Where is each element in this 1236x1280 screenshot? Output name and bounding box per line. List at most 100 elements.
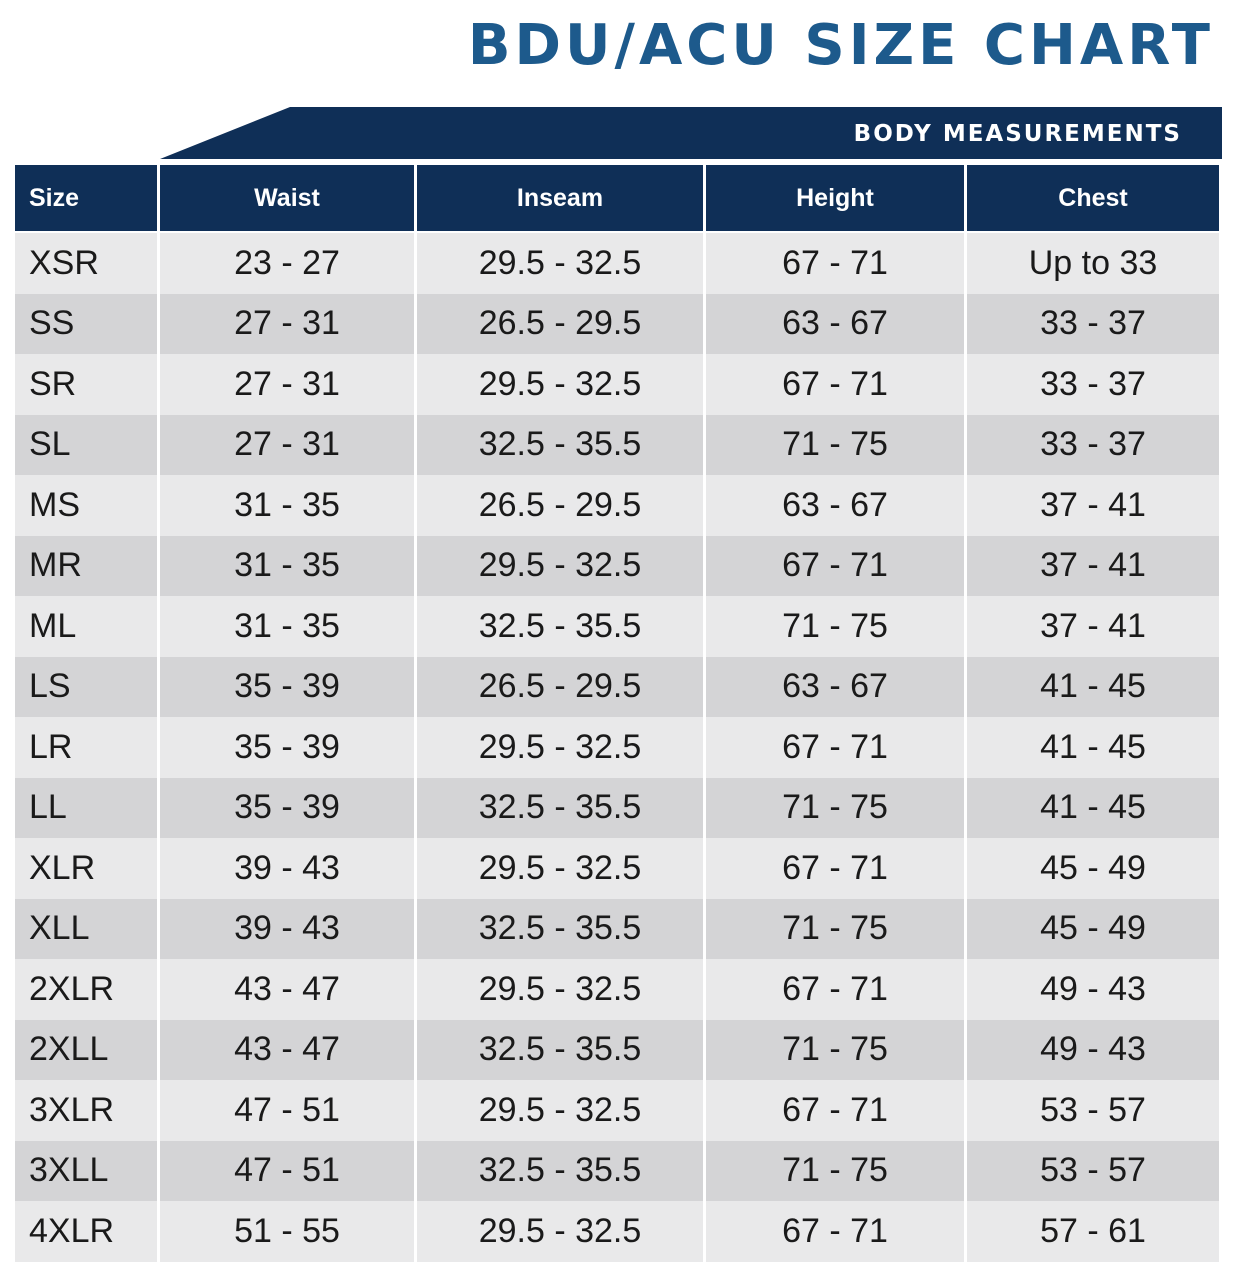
cell-height: 67 - 71: [706, 354, 964, 415]
cell-inseam: 32.5 - 35.5: [417, 898, 703, 959]
cell-size: XLL: [15, 898, 157, 959]
cell-chest: 41 - 45: [967, 656, 1219, 717]
cell-size: LS: [15, 656, 157, 717]
cell-size: SL: [15, 414, 157, 475]
cell-chest: 41 - 45: [967, 777, 1219, 838]
cell-chest: 33 - 37: [967, 293, 1219, 354]
table-row: SR 27 - 31 29.5 - 32.5 67 - 71 33 - 37: [15, 354, 1219, 415]
cell-size: MR: [15, 535, 157, 596]
cell-waist: 23 - 27: [160, 233, 414, 294]
header-waist: Waist: [160, 165, 414, 233]
header-size: Size: [15, 165, 157, 233]
cell-inseam: 26.5 - 29.5: [417, 293, 703, 354]
cell-chest: 41 - 45: [967, 717, 1219, 778]
cell-inseam: 29.5 - 32.5: [417, 717, 703, 778]
cell-size: 3XLL: [15, 1140, 157, 1201]
cell-height: 71 - 75: [706, 414, 964, 475]
cell-waist: 27 - 31: [160, 354, 414, 415]
table-header-row: Size Waist Inseam Height Chest: [15, 165, 1219, 233]
cell-size: 4XLR: [15, 1201, 157, 1262]
header-inseam: Inseam: [417, 165, 703, 233]
cell-height: 63 - 67: [706, 293, 964, 354]
cell-waist: 43 - 47: [160, 959, 414, 1020]
cell-size: 2XLL: [15, 1019, 157, 1080]
cell-waist: 31 - 35: [160, 596, 414, 657]
cell-size: MS: [15, 475, 157, 536]
table-row: SL 27 - 31 32.5 - 35.5 71 - 75 33 - 37: [15, 414, 1219, 475]
header-height: Height: [706, 165, 964, 233]
cell-waist: 35 - 39: [160, 717, 414, 778]
cell-height: 67 - 71: [706, 1201, 964, 1262]
cell-chest: 37 - 41: [967, 475, 1219, 536]
table-row: XLL 39 - 43 32.5 - 35.5 71 - 75 45 - 49: [15, 898, 1219, 959]
cell-size: XLR: [15, 838, 157, 899]
cell-inseam: 29.5 - 32.5: [417, 1201, 703, 1262]
cell-height: 67 - 71: [706, 838, 964, 899]
cell-chest: 53 - 57: [967, 1080, 1219, 1141]
cell-inseam: 29.5 - 32.5: [417, 354, 703, 415]
cell-waist: 51 - 55: [160, 1201, 414, 1262]
cell-waist: 39 - 43: [160, 838, 414, 899]
cell-height: 71 - 75: [706, 1140, 964, 1201]
size-chart-table: Size Waist Inseam Height Chest XSR 23 - 2…: [12, 165, 1222, 1262]
table-row: XSR 23 - 27 29.5 - 32.5 67 - 71 Up to 33: [15, 233, 1219, 294]
cell-inseam: 26.5 - 29.5: [417, 475, 703, 536]
cell-inseam: 26.5 - 29.5: [417, 656, 703, 717]
cell-inseam: 32.5 - 35.5: [417, 414, 703, 475]
cell-size: SR: [15, 354, 157, 415]
table-row: 2XLL 43 - 47 32.5 - 35.5 71 - 75 49 - 43: [15, 1019, 1219, 1080]
header-chest: Chest: [967, 165, 1219, 233]
cell-height: 63 - 67: [706, 475, 964, 536]
table-row: MR 31 - 35 29.5 - 32.5 67 - 71 37 - 41: [15, 535, 1219, 596]
table-row: 2XLR 43 - 47 29.5 - 32.5 67 - 71 49 - 43: [15, 959, 1219, 1020]
cell-inseam: 32.5 - 35.5: [417, 596, 703, 657]
cell-chest: 37 - 41: [967, 535, 1219, 596]
cell-inseam: 29.5 - 32.5: [417, 1080, 703, 1141]
cell-height: 71 - 75: [706, 898, 964, 959]
table-row: LR 35 - 39 29.5 - 32.5 67 - 71 41 - 45: [15, 717, 1219, 778]
cell-inseam: 29.5 - 32.5: [417, 838, 703, 899]
cell-waist: 47 - 51: [160, 1140, 414, 1201]
cell-height: 67 - 71: [706, 535, 964, 596]
cell-inseam: 32.5 - 35.5: [417, 777, 703, 838]
table-row: LS 35 - 39 26.5 - 29.5 63 - 67 41 - 45: [15, 656, 1219, 717]
cell-height: 71 - 75: [706, 1019, 964, 1080]
table-row: ML 31 - 35 32.5 - 35.5 71 - 75 37 - 41: [15, 596, 1219, 657]
cell-size: 2XLR: [15, 959, 157, 1020]
cell-chest: Up to 33: [967, 233, 1219, 294]
cell-height: 71 - 75: [706, 596, 964, 657]
cell-size: LL: [15, 777, 157, 838]
cell-waist: 39 - 43: [160, 898, 414, 959]
cell-chest: 33 - 37: [967, 354, 1219, 415]
cell-chest: 45 - 49: [967, 898, 1219, 959]
table-row: 4XLR 51 - 55 29.5 - 32.5 67 - 71 57 - 61: [15, 1201, 1219, 1262]
cell-chest: 49 - 43: [967, 959, 1219, 1020]
cell-chest: 57 - 61: [967, 1201, 1219, 1262]
body-measurements-banner: BODY MEASUREMENTS: [160, 107, 1222, 159]
cell-size: 3XLR: [15, 1080, 157, 1141]
cell-height: 67 - 71: [706, 717, 964, 778]
table-row: 3XLR 47 - 51 29.5 - 32.5 67 - 71 53 - 57: [15, 1080, 1219, 1141]
cell-waist: 43 - 47: [160, 1019, 414, 1080]
table-row: MS 31 - 35 26.5 - 29.5 63 - 67 37 - 41: [15, 475, 1219, 536]
cell-inseam: 29.5 - 32.5: [417, 535, 703, 596]
cell-chest: 45 - 49: [967, 838, 1219, 899]
cell-inseam: 29.5 - 32.5: [417, 959, 703, 1020]
banner-shape: [160, 107, 1222, 159]
table-row: XLR 39 - 43 29.5 - 32.5 67 - 71 45 - 49: [15, 838, 1219, 899]
cell-waist: 27 - 31: [160, 414, 414, 475]
cell-height: 67 - 71: [706, 233, 964, 294]
cell-height: 71 - 75: [706, 777, 964, 838]
cell-height: 67 - 71: [706, 959, 964, 1020]
cell-waist: 27 - 31: [160, 293, 414, 354]
cell-chest: 53 - 57: [967, 1140, 1219, 1201]
cell-waist: 47 - 51: [160, 1080, 414, 1141]
banner-label: BODY MEASUREMENTS: [853, 121, 1182, 147]
cell-inseam: 32.5 - 35.5: [417, 1019, 703, 1080]
cell-chest: 33 - 37: [967, 414, 1219, 475]
table-row: SS 27 - 31 26.5 - 29.5 63 - 67 33 - 37: [15, 293, 1219, 354]
cell-height: 63 - 67: [706, 656, 964, 717]
cell-size: SS: [15, 293, 157, 354]
cell-inseam: 32.5 - 35.5: [417, 1140, 703, 1201]
cell-chest: 37 - 41: [967, 596, 1219, 657]
